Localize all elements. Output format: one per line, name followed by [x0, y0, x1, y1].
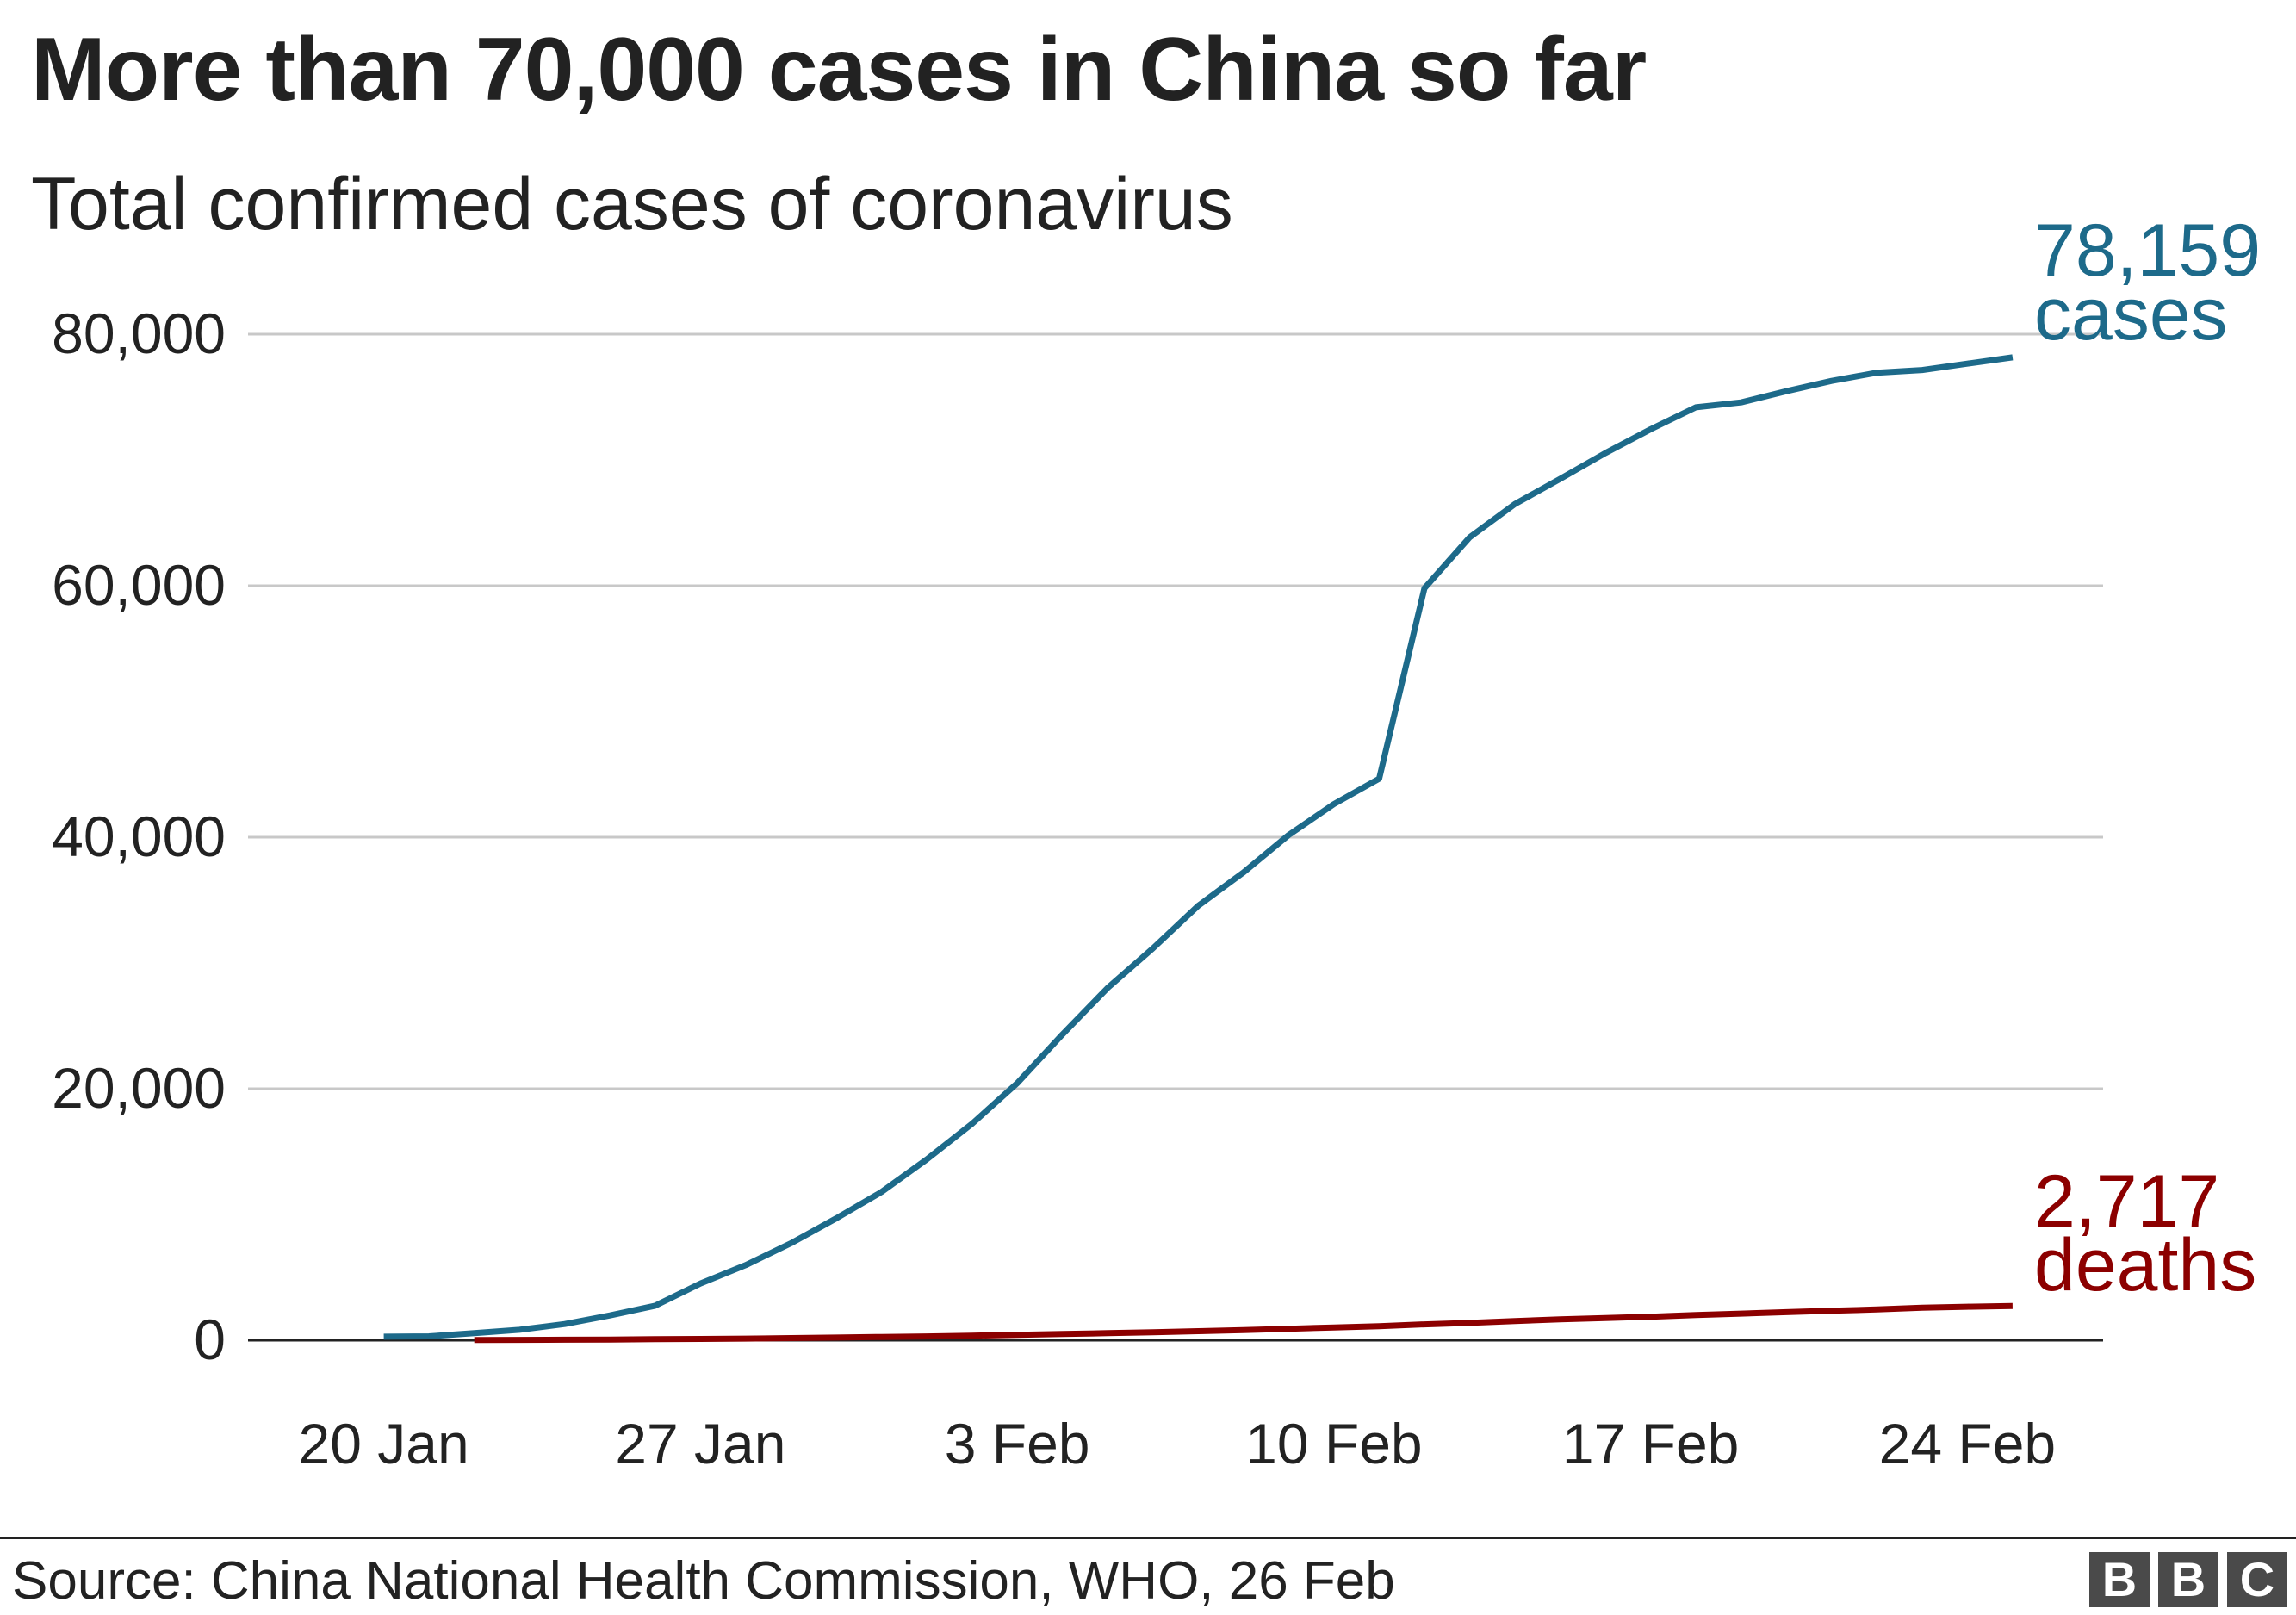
y-tick-label: 40,000 — [52, 804, 226, 868]
footer-divider — [0, 1537, 2296, 1539]
y-tick-label: 60,000 — [52, 553, 226, 617]
x-tick-label: 3 Feb — [945, 1412, 1090, 1475]
y-tick-label: 20,000 — [52, 1056, 226, 1120]
line-chart: 0 20,000 40,000 60,000 80,000 20 Jan 27 Jan 3 F… — [52, 209, 2261, 1475]
series-line-deaths — [474, 1302, 2013, 1344]
series-end-unit-cases: cases — [2034, 273, 2228, 356]
y-tick-label: 0 — [194, 1308, 226, 1371]
x-tick-label: 24 Feb — [1879, 1412, 2056, 1475]
logo-letter: B — [2089, 1552, 2150, 1607]
source-note: Source: China National Health Commission… — [12, 1551, 1395, 1611]
x-tick-label: 20 Jan — [299, 1412, 469, 1475]
bbc-logo: B B C — [2089, 1552, 2287, 1607]
series-end-unit-deaths: deaths — [2034, 1224, 2256, 1307]
x-tick-label: 17 Feb — [1562, 1412, 1739, 1475]
x-tick-label: 27 Jan — [615, 1412, 785, 1475]
logo-letter: C — [2227, 1552, 2287, 1607]
y-tick-label: 80,000 — [52, 301, 226, 365]
x-tick-label: 10 Feb — [1245, 1412, 1422, 1475]
series-line-cases — [383, 354, 2014, 1340]
logo-letter: B — [2158, 1552, 2218, 1607]
chart-title: More than 70,000 cases in China so far — [31, 20, 1647, 120]
series-end-value-deaths: 2,717 — [2034, 1160, 2219, 1243]
series-end-value-cases: 78,159 — [2034, 209, 2261, 292]
chart-subtitle: Total confirmed cases of coronavirus — [31, 163, 1233, 245]
